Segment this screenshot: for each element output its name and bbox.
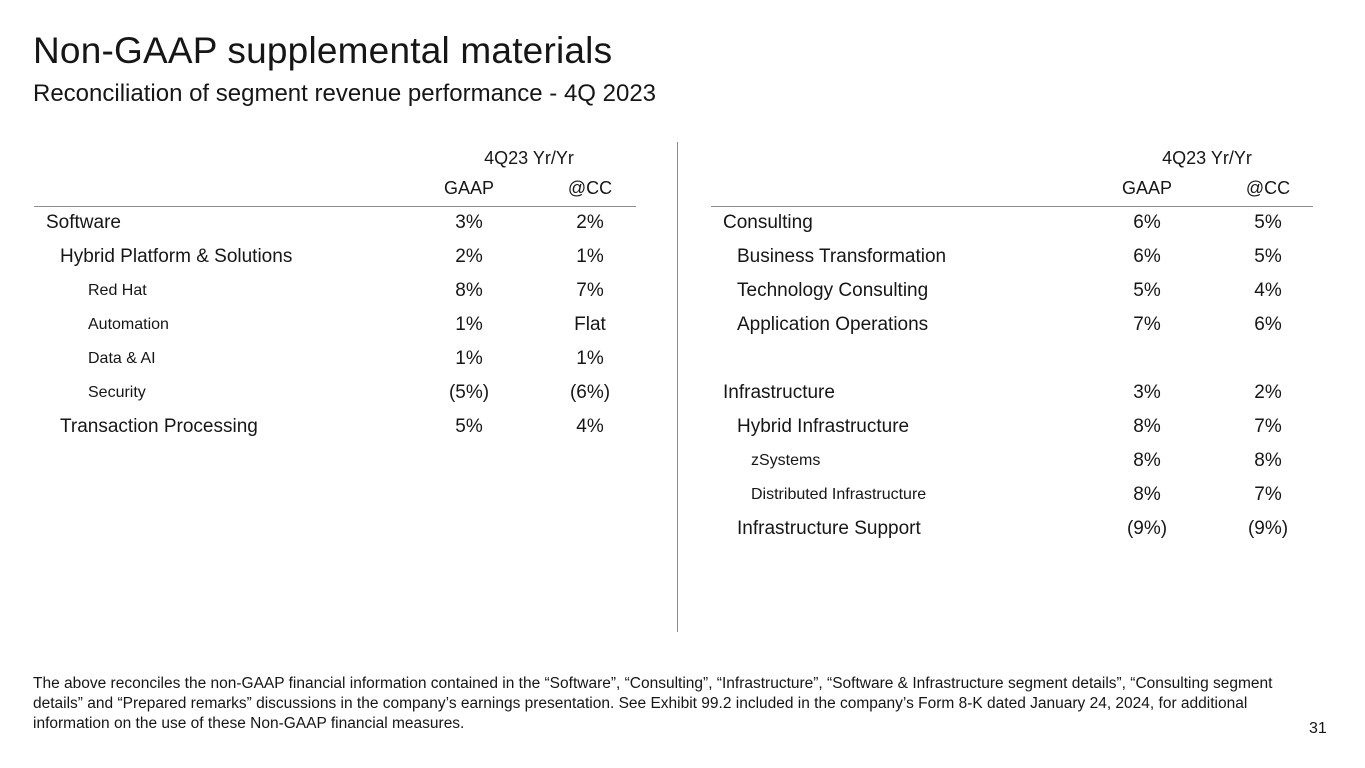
table-body: Software 3% 2% Hybrid Platform & Solutions 2… [34, 206, 636, 444]
row-label: Security [88, 384, 146, 401]
table-row: Hybrid Infrastructure 8% 7% [711, 410, 1313, 444]
row-label: Transaction Processing [60, 416, 258, 437]
cc-value: 8% [1254, 450, 1282, 471]
cc-value: Flat [574, 314, 606, 335]
table-row: Automation 1% Flat [34, 308, 636, 342]
gaap-value: 8% [455, 280, 483, 301]
row-label: Data & AI [88, 350, 156, 367]
cc-value: 4% [576, 416, 604, 437]
row-label: Software [46, 212, 121, 233]
table-row: Business Transformation 6% 5% [711, 240, 1313, 274]
page-title: Non-GAAP supplemental materials [33, 30, 613, 71]
cc-header: @CC [567, 178, 613, 198]
table-row: Software 3% 2% [34, 206, 636, 240]
cc-value: 1% [576, 348, 604, 369]
gaap-value: 5% [455, 416, 483, 437]
gaap-value: 8% [1133, 450, 1161, 471]
table-row: Infrastructure 3% 2% [711, 376, 1313, 410]
table-row: Red Hat 8% 7% [34, 274, 636, 308]
cc-value: 2% [1254, 382, 1282, 403]
row-label: Infrastructure Support [737, 518, 921, 539]
cc-value: 7% [576, 280, 604, 301]
table-body: Consulting 6% 5% Business Transformation 6% 5… [711, 206, 1313, 546]
table-row: zSystems 8% 8% [711, 444, 1313, 478]
row-label: Red Hat [88, 282, 147, 299]
gaap-value: 3% [455, 212, 483, 233]
cc-value: (9%) [1247, 518, 1289, 539]
gaap-value: (9%) [1126, 518, 1168, 539]
row-label: Business Transformation [737, 246, 947, 267]
row-label: Infrastructure [723, 382, 835, 403]
vertical-divider [677, 142, 678, 632]
gaap-value: 1% [455, 314, 483, 335]
table-row: Data & AI 1% 1% [34, 342, 636, 376]
gaap-value: 1% [455, 348, 483, 369]
row-label: Hybrid Platform & Solutions [60, 246, 293, 267]
gaap-value: 6% [1133, 246, 1161, 267]
gaap-value: 2% [455, 246, 483, 267]
cc-value: 7% [1254, 484, 1282, 505]
gaap-header: GAAP [443, 178, 495, 198]
cc-value: 2% [576, 212, 604, 233]
gaap-value: 6% [1133, 212, 1161, 233]
table-row: Application Operations 7% 6% [711, 308, 1313, 342]
table-row: Distributed Infrastructure 8% 7% [711, 478, 1313, 512]
page-subtitle: Reconciliation of segment revenue perfor… [33, 80, 657, 107]
footnote: The above reconciles the non-GAAP financ… [33, 675, 1273, 732]
cc-value: (6%) [569, 382, 611, 403]
gaap-header: GAAP [1121, 178, 1173, 198]
cc-value: 7% [1254, 416, 1282, 437]
page-number: 31 [1309, 720, 1327, 737]
table-row: Security (5%) (6%) [34, 376, 636, 410]
header-rule [711, 206, 1313, 207]
gaap-value: (5%) [448, 382, 490, 403]
cc-value: 6% [1254, 314, 1282, 335]
cc-value: 4% [1254, 280, 1282, 301]
period-header: 4Q23 Yr/Yr [484, 148, 574, 168]
table-row: Infrastructure Support (9%) (9%) [711, 512, 1313, 546]
row-label: Consulting [723, 212, 813, 233]
cc-header: @CC [1245, 178, 1291, 198]
cc-value: 1% [576, 246, 604, 267]
table-row: Hybrid Platform & Solutions 2% 1% [34, 240, 636, 274]
table-row: Transaction Processing 5% 4% [34, 410, 636, 444]
row-label: Technology Consulting [737, 280, 929, 301]
cc-value: 5% [1254, 246, 1282, 267]
cc-value: 5% [1254, 212, 1282, 233]
table-row: Consulting 6% 5% [711, 206, 1313, 240]
row-label: Distributed Infrastructure [751, 486, 927, 503]
gaap-value: 8% [1133, 416, 1161, 437]
row-label: Hybrid Infrastructure [737, 416, 910, 437]
gaap-value: 5% [1133, 280, 1161, 301]
header-rule [34, 206, 636, 207]
gaap-value: 8% [1133, 484, 1161, 505]
gaap-value: 7% [1133, 314, 1161, 335]
period-header: 4Q23 Yr/Yr [1162, 148, 1252, 168]
row-label: Automation [88, 316, 169, 333]
table-row: Technology Consulting 5% 4% [711, 274, 1313, 308]
row-label: Application Operations [737, 314, 929, 335]
spacer-row [711, 342, 1313, 376]
gaap-value: 3% [1133, 382, 1161, 403]
row-label: zSystems [751, 452, 821, 469]
